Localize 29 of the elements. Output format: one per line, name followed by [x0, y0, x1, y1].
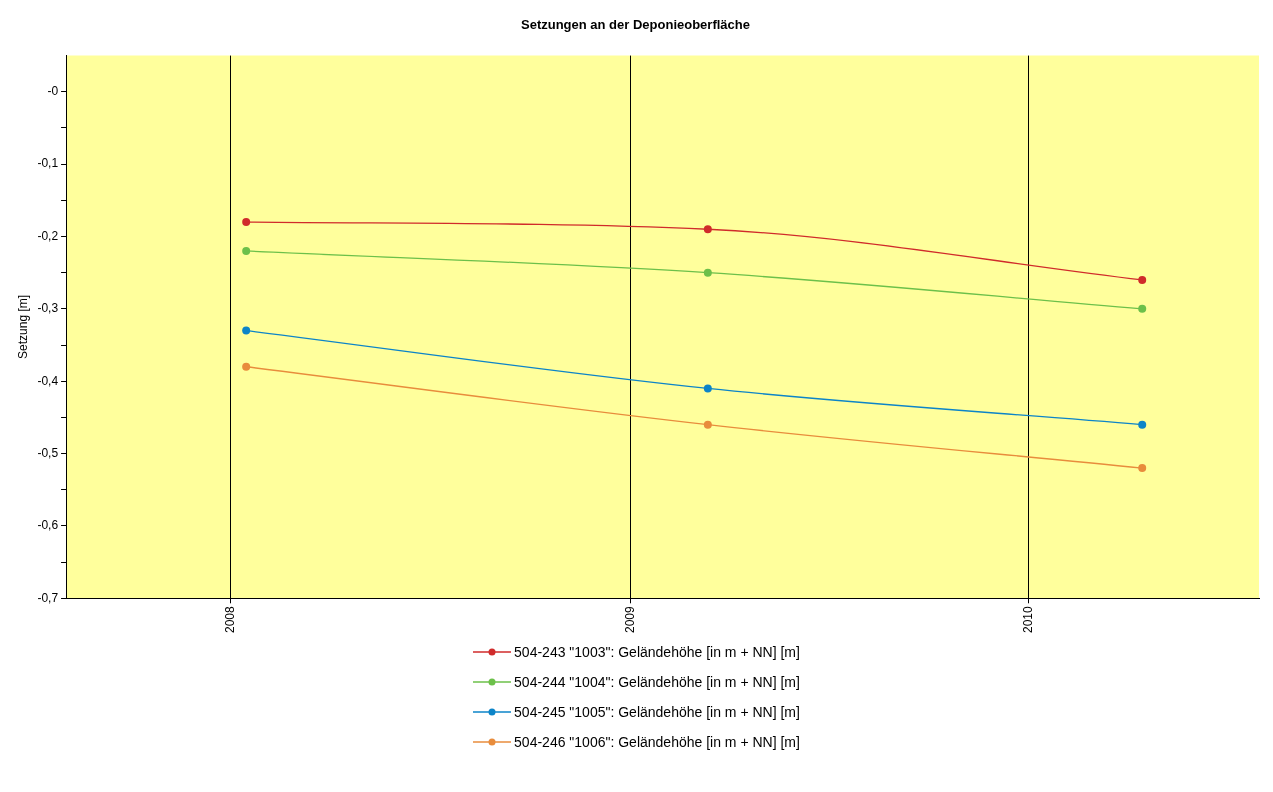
legend-label: 504-246 "1006": Geländehöhe [in m + NN] [m]: [514, 734, 800, 750]
point: [703, 268, 712, 277]
point: [1138, 464, 1147, 473]
y-tick-label: -0,6: [37, 518, 59, 533]
y-tick-label: -0,7: [37, 590, 59, 605]
y-tick-label: -0,1: [37, 156, 59, 171]
legend-label: 504-244 "1004": Geländehöhe [in m + NN] [m]: [514, 674, 800, 690]
legend-label: 504-243 "1003": Geländehöhe [in m + NN] [m]: [514, 644, 800, 660]
x-tick-label: 2010: [1021, 605, 1036, 634]
legend-label: 504-245 "1005": Geländehöhe [in m + NN] [m]: [514, 704, 800, 720]
y-tick-label: -0: [47, 84, 59, 99]
y-tick-label: -0,3: [37, 301, 59, 316]
point: [1138, 304, 1147, 313]
point: [242, 246, 251, 255]
chart-title: Setzungen an der Deponieoberfläche: [521, 17, 750, 33]
y-tick-label: -0,4: [37, 373, 59, 388]
point: [1138, 420, 1147, 429]
x-tick-label: 2008: [223, 605, 238, 634]
point: [1138, 275, 1147, 284]
y-tick-label: -0,2: [37, 228, 59, 243]
x-tick-label: 2009: [622, 605, 637, 634]
point: [242, 218, 251, 227]
y-tick-label: -0,5: [37, 445, 59, 460]
point: [242, 362, 251, 371]
point: [242, 326, 251, 335]
point: [703, 225, 712, 234]
point: [703, 384, 712, 393]
y-axis-title: Setzung [m]: [15, 294, 30, 359]
point: [703, 420, 712, 429]
